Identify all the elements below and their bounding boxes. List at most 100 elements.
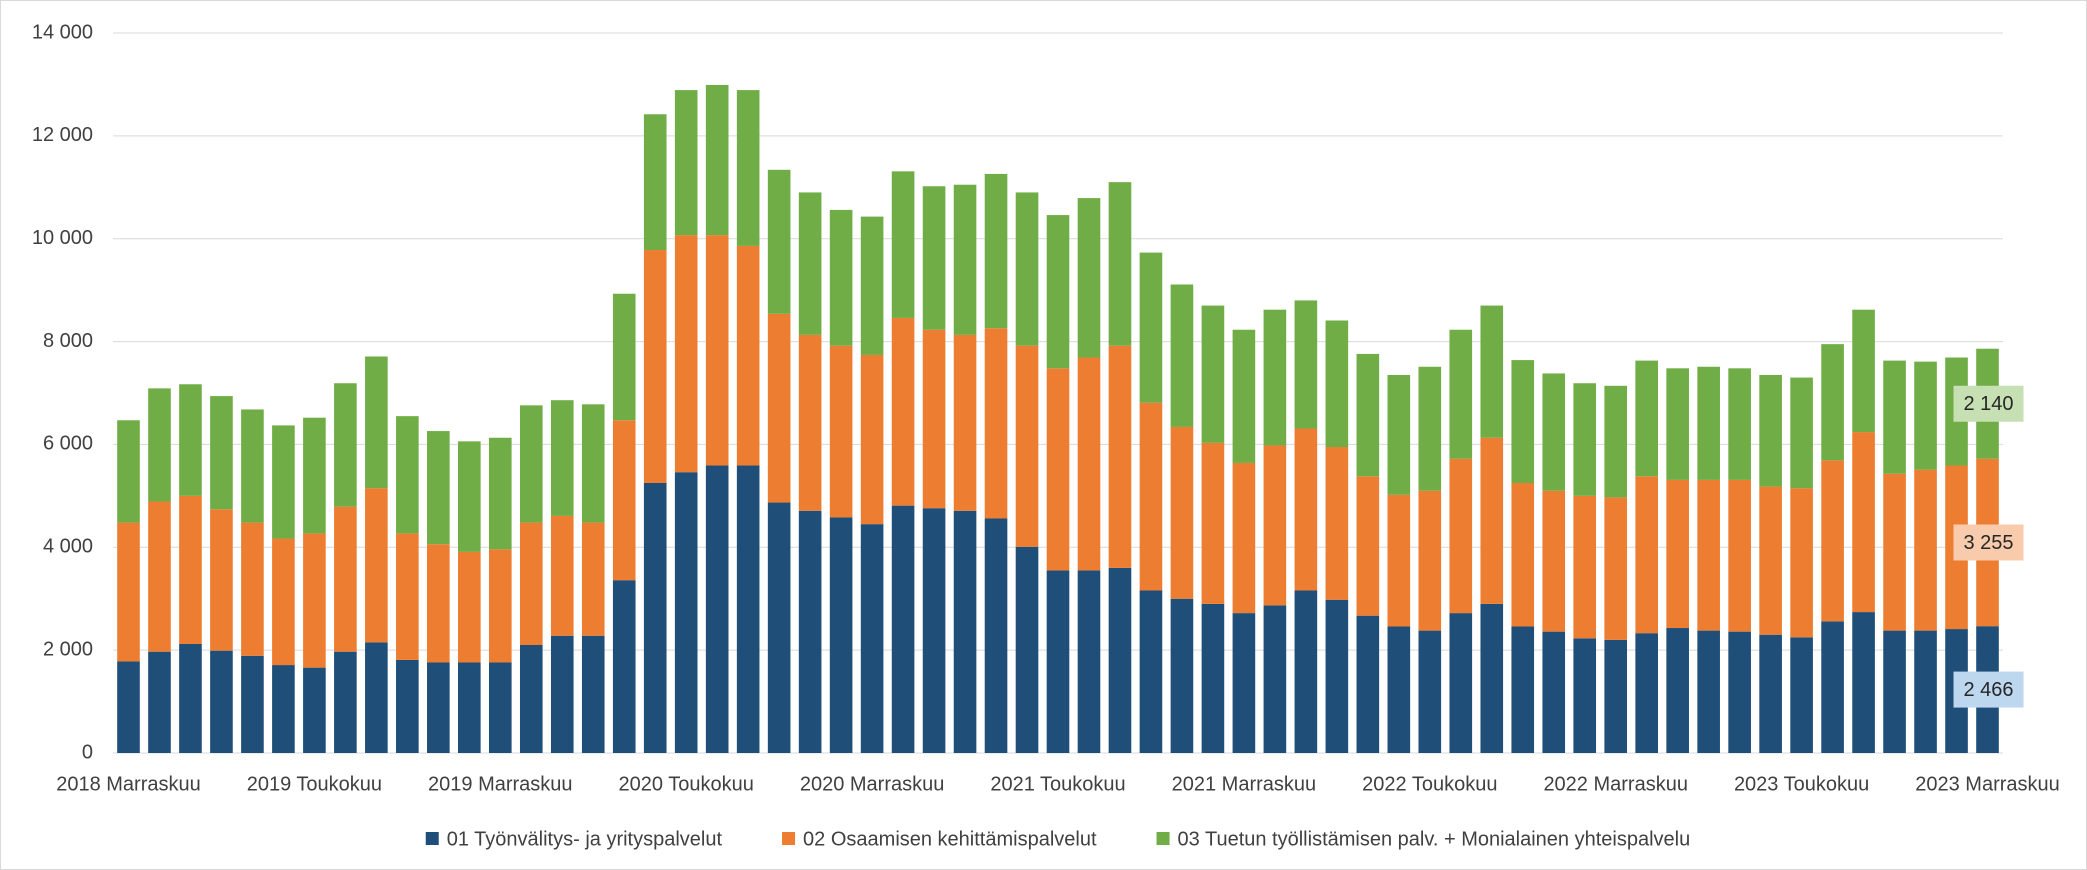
- bar-segment: [829, 209, 853, 346]
- bar-segment: [736, 465, 760, 753]
- bar-segment: [1728, 631, 1751, 753]
- bar-segment: [1666, 479, 1689, 629]
- bar-segment: [1666, 628, 1689, 753]
- bar-segment: [1046, 368, 1070, 571]
- bar-segment: [1821, 460, 1844, 622]
- bar-segment: [396, 533, 419, 660]
- x-tick-label: 2019 Toukokuu: [247, 773, 382, 795]
- bar-segment: [365, 356, 388, 489]
- bar-segment: [1573, 495, 1597, 639]
- bar-segment: [891, 171, 915, 318]
- bar-segment: [798, 192, 822, 335]
- legend-item: 01 Työnvälitys- ja yrityspalvelut: [425, 828, 723, 850]
- bar-segment: [550, 635, 574, 753]
- bar-segment: [1201, 442, 1225, 604]
- bar-segment: [1573, 383, 1597, 496]
- legend-label: 02 Osaamisen kehittämispalvelut: [803, 828, 1097, 850]
- bar-segment: [1325, 320, 1349, 447]
- bar-segment: [1046, 570, 1070, 753]
- bar-segment: [612, 420, 636, 581]
- bar-segment: [427, 544, 450, 663]
- bar-segment: [1139, 252, 1163, 403]
- bar-segment: [612, 293, 636, 421]
- bar-segment: [1015, 345, 1039, 547]
- bar-segment: [1759, 486, 1782, 635]
- bar-segment: [798, 334, 822, 511]
- bar-segment: [1542, 631, 1566, 753]
- bar-segment: [581, 522, 605, 636]
- bar-segment: [1728, 368, 1751, 480]
- bar-segment: [705, 235, 729, 466]
- bar-segment: [829, 345, 853, 518]
- bar-segment: [953, 184, 977, 335]
- legend-item: 02 Osaamisen kehittämispalvelut: [782, 828, 1097, 850]
- x-tick-label: 2021 Marraskuu: [1172, 773, 1317, 795]
- bar-segment: [1449, 458, 1473, 614]
- legend-swatch: [425, 832, 439, 845]
- bar-segment: [365, 488, 388, 643]
- x-tick-label: 2022 Toukokuu: [1362, 773, 1497, 795]
- bar-segment: [984, 328, 1008, 519]
- legend-swatch: [1156, 832, 1170, 845]
- legend-label: 01 Työnvälitys- ja yrityspalvelut: [447, 828, 723, 850]
- bar-segment: [1201, 603, 1225, 753]
- bar-segment: [736, 90, 760, 246]
- x-tick-label: 2021 Toukokuu: [990, 773, 1125, 795]
- value-label-box: [1953, 671, 2024, 708]
- bar-segment: [427, 431, 450, 545]
- bar-segment: [1480, 305, 1504, 438]
- bar-segment: [519, 405, 543, 523]
- bar-segment: [612, 580, 636, 753]
- bar-segment: [705, 465, 729, 753]
- bar-segment: [1604, 385, 1628, 498]
- y-tick-label: 2 000: [43, 638, 93, 660]
- bar-segment: [1790, 637, 1813, 753]
- bar-segment: [1728, 479, 1751, 632]
- bar-segment: [1263, 309, 1287, 446]
- bar-segment: [1821, 621, 1844, 753]
- bar-segment: [922, 508, 946, 753]
- bar-segment: [272, 425, 295, 539]
- bar-segment: [1449, 613, 1473, 753]
- bar-segment: [922, 329, 946, 509]
- bar-segment: [581, 404, 605, 523]
- bar-segment: [1294, 428, 1318, 591]
- bar-segment: [860, 354, 884, 525]
- y-tick-label: 10 000: [32, 227, 93, 249]
- bar-segment: [1418, 366, 1442, 491]
- bar-segment: [1170, 598, 1194, 753]
- bar-segment: [798, 510, 822, 753]
- bar-segment: [488, 437, 512, 550]
- bar-segment: [1604, 639, 1628, 753]
- bar-segment: [272, 665, 295, 753]
- bar-segment: [1604, 497, 1628, 640]
- bar-segment: [1511, 360, 1535, 483]
- bar-segment: [674, 90, 698, 236]
- bar-segment: [1108, 345, 1132, 568]
- bar-segment: [1542, 490, 1566, 632]
- bar-segment: [1294, 590, 1318, 753]
- bar-segment: [1015, 192, 1039, 346]
- bar-segment: [1759, 375, 1782, 487]
- bar-segment: [427, 662, 450, 753]
- y-tick-label: 8 000: [43, 330, 93, 352]
- bar-segment: [1418, 630, 1442, 753]
- legend-item: 03 Tuetun työllistämisen palv. + Moniala…: [1156, 828, 1690, 850]
- bar-segment: [519, 645, 543, 753]
- bar-segment: [148, 388, 171, 502]
- x-tick-label: 2023 Marraskuu: [1915, 773, 2060, 795]
- bar-segment: [1635, 476, 1658, 634]
- bar-segment: [334, 651, 357, 753]
- bar-segment: [1542, 373, 1566, 491]
- bar-segment: [1077, 570, 1101, 753]
- bar-segment: [1108, 567, 1132, 753]
- value-label: 2 140: [1963, 393, 2013, 415]
- bar-segment: [1015, 546, 1039, 753]
- bar-segment: [1821, 344, 1844, 461]
- bar-segment: [1635, 633, 1658, 753]
- bar-segment: [922, 186, 946, 330]
- bar-segment: [1077, 198, 1101, 358]
- bar-segment: [117, 420, 140, 523]
- bar-segment: [1418, 490, 1442, 631]
- bar-segment: [210, 650, 233, 753]
